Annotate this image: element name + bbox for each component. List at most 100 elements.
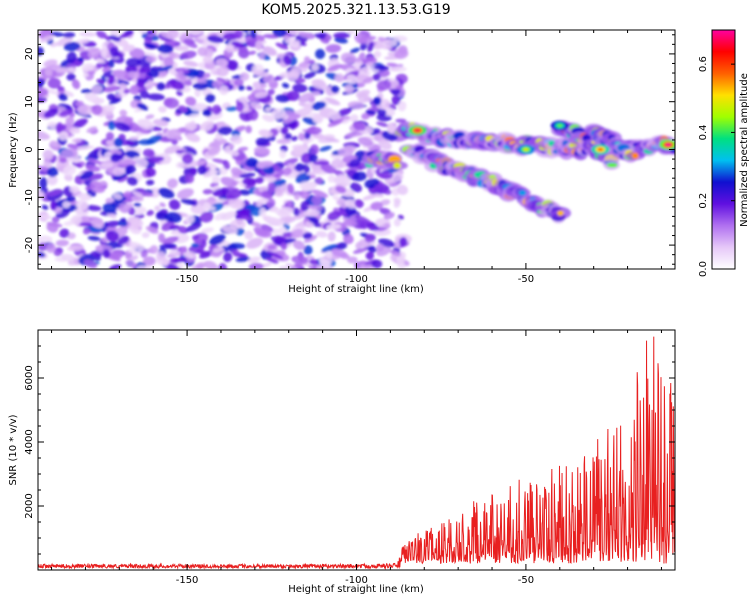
noise-blob	[255, 176, 264, 184]
noise-blob	[112, 167, 125, 176]
noise-blob	[344, 84, 354, 94]
noise-blob	[86, 126, 98, 133]
noise-blob	[106, 230, 120, 242]
noise-blob	[349, 114, 359, 122]
noise-blob	[87, 158, 103, 165]
noise-blob	[51, 216, 60, 223]
spectrogram-x-axis-label: Height of straight line (km)	[288, 284, 424, 295]
noise-blob	[177, 225, 189, 234]
noise-blob	[196, 249, 210, 256]
noise-blob	[291, 136, 298, 142]
noise-blob	[341, 119, 350, 124]
noise-blob	[100, 49, 108, 58]
noise-blob	[283, 54, 292, 66]
noise-blob	[286, 200, 293, 207]
noise-blob	[196, 262, 205, 269]
noise-blob	[376, 80, 392, 91]
noise-blob	[220, 211, 237, 221]
noise-blob	[192, 82, 208, 91]
noise-blob	[347, 30, 356, 35]
noise-blob	[80, 88, 93, 94]
noise-blob	[69, 185, 80, 194]
noise-blob	[298, 92, 314, 103]
noise-blob	[58, 131, 69, 141]
noise-blob	[306, 126, 322, 135]
noise-blob	[123, 88, 130, 94]
noise-blob	[77, 57, 84, 62]
x-tick-label: -100	[345, 575, 368, 586]
noise-blob	[285, 263, 298, 269]
noise-blob	[217, 126, 233, 136]
noise-blob	[312, 113, 324, 124]
noise-blob	[294, 163, 305, 172]
noise-blob	[185, 173, 195, 184]
noise-blob	[50, 200, 57, 211]
noise-blob	[103, 85, 119, 93]
noise-blob	[128, 255, 139, 262]
noise-blob	[221, 225, 238, 235]
noise-blob	[238, 146, 249, 152]
noise-blob	[265, 217, 282, 222]
noise-blob	[123, 203, 134, 209]
noise-blob	[266, 250, 284, 260]
spectrogram-y-axis-label: Frequency (Hz)	[8, 112, 19, 188]
noise-blob	[57, 86, 65, 92]
noise-blob	[145, 179, 155, 186]
noise-blob	[91, 104, 103, 116]
noise-blob	[102, 202, 117, 214]
noise-blob	[344, 199, 359, 209]
noise-blob	[354, 215, 372, 224]
noise-blob	[126, 176, 138, 186]
noise-blob	[163, 97, 179, 109]
noise-blob	[146, 30, 154, 35]
noise-blob	[118, 31, 134, 39]
noise-blob	[163, 56, 174, 68]
noise-blob	[185, 222, 202, 232]
noise-blob	[319, 258, 331, 268]
noise-blob	[112, 172, 128, 181]
noise-blob	[348, 158, 361, 168]
noise-blob	[359, 264, 375, 269]
noise-blob	[71, 79, 81, 90]
noise-blob	[110, 30, 120, 38]
noise-blob	[119, 109, 128, 117]
x-tick-label: -150	[176, 575, 199, 586]
noise-blob	[242, 177, 256, 186]
noise-blob	[281, 82, 290, 89]
noise-blob	[62, 32, 76, 38]
noise-blob	[79, 170, 94, 180]
noise-blob	[60, 253, 76, 261]
noise-blob	[87, 235, 101, 241]
noise-blob	[300, 200, 310, 212]
noise-blob	[354, 199, 364, 208]
noise-blob	[393, 218, 401, 227]
noise-blob	[144, 43, 155, 50]
noise-blob	[125, 164, 136, 175]
noise-blob	[383, 222, 391, 229]
noise-blob	[127, 71, 140, 79]
noise-blob	[260, 83, 267, 88]
noise-blob	[218, 85, 229, 95]
noise-blob	[370, 169, 377, 174]
noise-blob	[100, 162, 114, 169]
noise-blob	[66, 73, 76, 81]
noise-blob	[142, 256, 156, 266]
noise-blob	[136, 103, 149, 111]
noise-blob	[169, 224, 180, 231]
colorbar-tick-label: 0.6	[698, 56, 709, 72]
noise-blob	[82, 72, 89, 78]
noise-blob	[365, 109, 376, 115]
noise-blob	[145, 226, 159, 234]
noise-blob	[340, 52, 357, 64]
noise-blob	[324, 137, 340, 143]
noise-blob	[180, 198, 197, 206]
colorbar-label: Normalized spectral amplitude	[739, 73, 750, 227]
noise-blob	[231, 41, 245, 48]
noise-blob	[397, 101, 407, 112]
noise-blob	[185, 132, 201, 143]
noise-blob	[195, 239, 203, 245]
noise-blob	[227, 149, 240, 156]
noise-blob	[202, 109, 212, 117]
noise-blob	[237, 85, 245, 91]
